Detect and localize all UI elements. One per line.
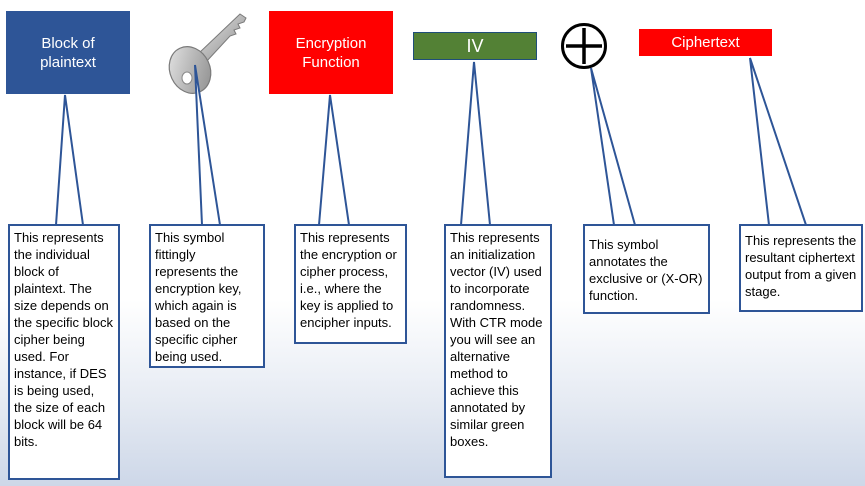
xor-circle-plus-icon	[559, 21, 609, 71]
pointer-encryption	[317, 94, 351, 226]
pointer-ciphertext	[749, 57, 808, 226]
callout-plaintext-text: This represents the individual block of …	[14, 230, 113, 449]
callout-xor-text: This symbol annotates the exclusive or (…	[589, 237, 703, 303]
encryption-function-symbol: Encryption Function	[269, 11, 393, 94]
callout-iv: This represents an initialization vector…	[444, 224, 552, 478]
iv-symbol: IV	[413, 32, 537, 60]
pointer-key	[194, 64, 222, 226]
encryption-function-label: Encryption Function	[295, 34, 367, 71]
callout-key: This symbol fittingly represents the enc…	[149, 224, 265, 368]
pointer-iv	[459, 61, 492, 226]
callout-key-text: This symbol fittingly represents the enc…	[155, 230, 242, 364]
callout-encryption-text: This represents the encryption or cipher…	[300, 230, 397, 330]
callout-encryption: This represents the encryption or cipher…	[294, 224, 407, 344]
callout-ciphertext-text: This represents the resultant ciphertext…	[745, 233, 857, 299]
callout-iv-text: This represents an initialization vector…	[450, 230, 543, 449]
pointer-xor	[590, 67, 637, 226]
callout-plaintext: This represents the individual block of …	[8, 224, 120, 480]
callout-xor: This symbol annotates the exclusive or (…	[583, 224, 710, 314]
iv-label: IV	[466, 35, 484, 56]
ciphertext-label: Ciphertext	[671, 34, 740, 51]
callout-ciphertext: This represents the resultant ciphertext…	[739, 224, 863, 312]
pointer-plaintext	[54, 94, 85, 226]
plaintext-block-label: Block of plaintext	[40, 34, 96, 71]
ciphertext-symbol: Ciphertext	[639, 29, 772, 56]
plaintext-block-symbol: Block of plaintext	[6, 11, 130, 94]
